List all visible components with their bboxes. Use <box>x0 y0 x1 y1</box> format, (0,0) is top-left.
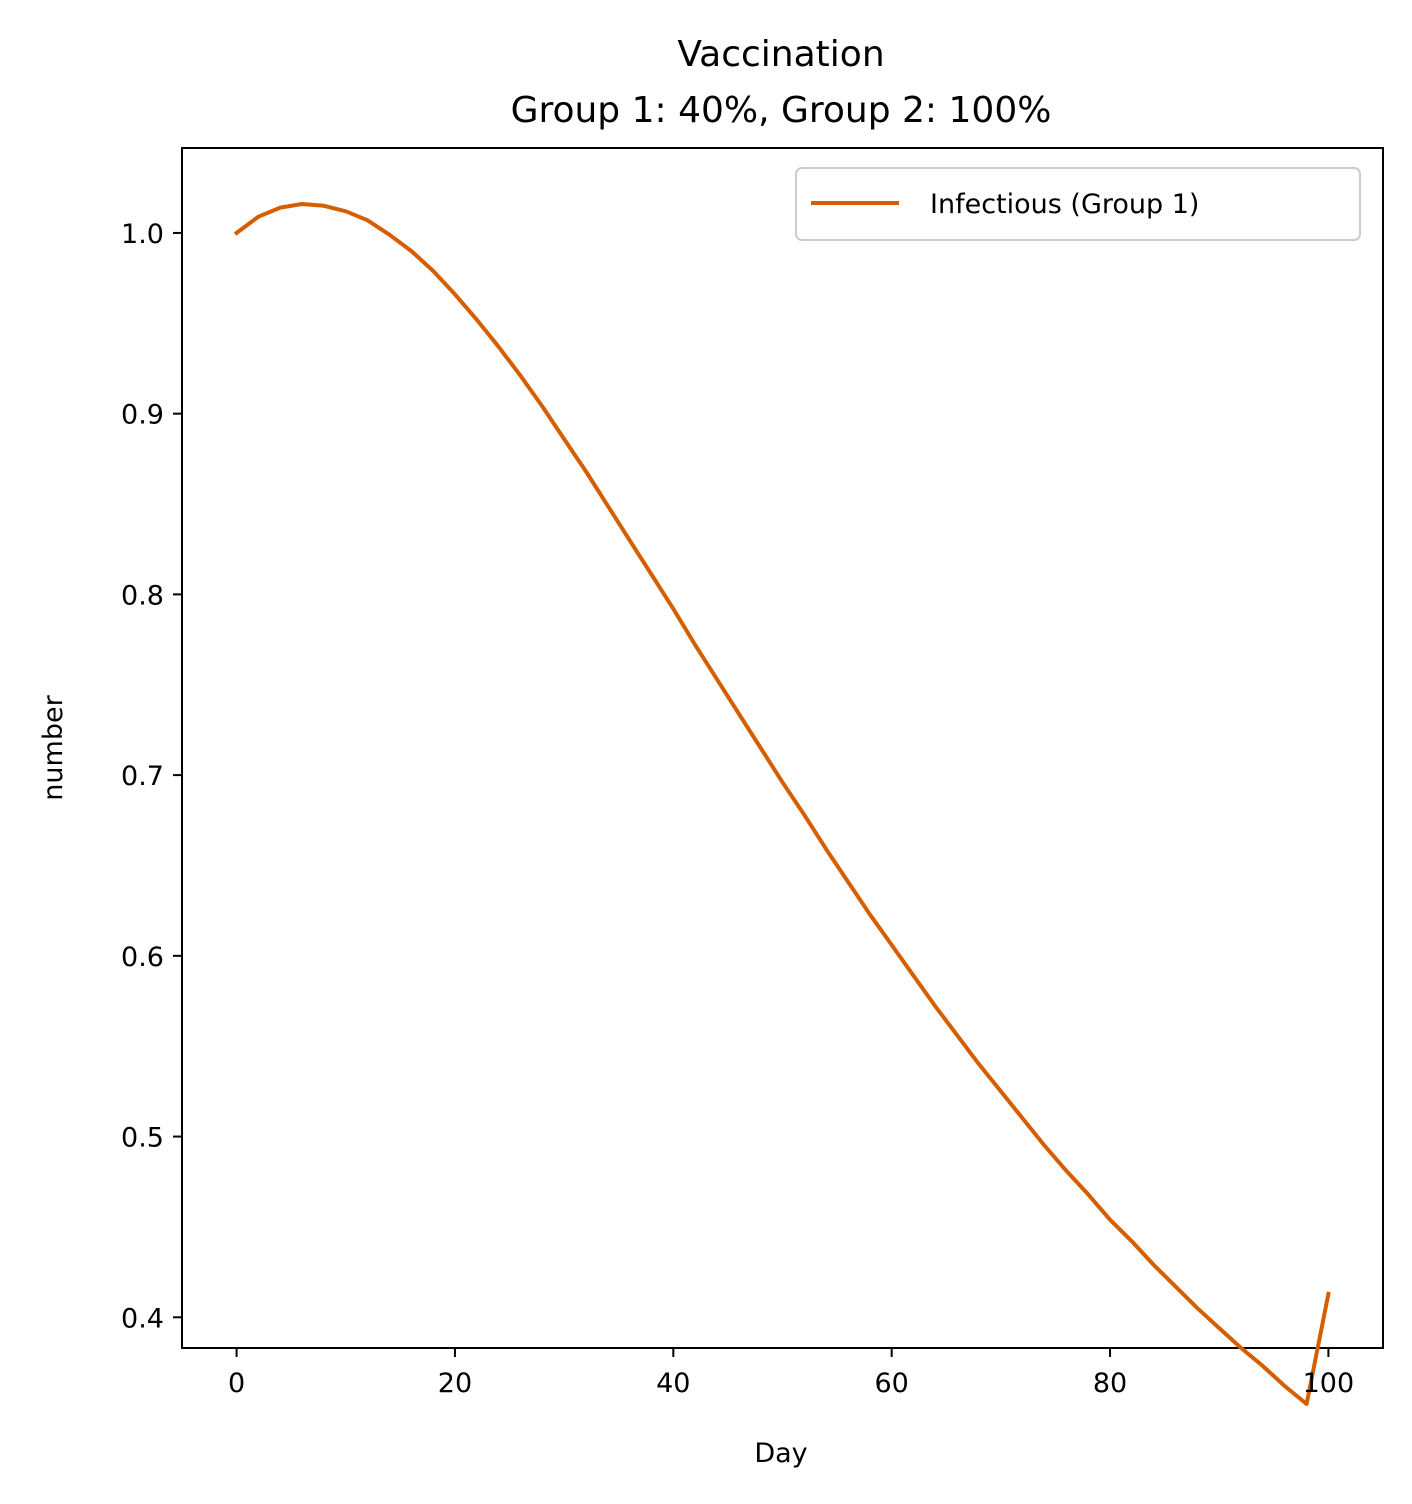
ticks-layer: 0 20 40 60 80 100 0.4 0.5 0.6 0.7 0.8 0.9 1.0 <box>121 219 1354 1399</box>
y-tick-label: 0.7 <box>121 761 164 792</box>
chart-title-group: Vaccination Group 1: 40%, Group 2: 100% <box>511 34 1052 131</box>
y-tick-label: 0.8 <box>121 580 164 611</box>
y-tick-label: 0.6 <box>121 942 164 973</box>
chart-subtitle: Group 1: 40%, Group 2: 100% <box>511 90 1052 131</box>
x-axis-label: Day <box>754 1438 807 1469</box>
legend-box <box>795 167 1361 241</box>
y-tick-label: 0.5 <box>121 1123 164 1154</box>
x-tick-label: 40 <box>656 1368 690 1399</box>
y-tick-label: 0.9 <box>121 400 164 431</box>
plot-frame <box>181 147 1384 1349</box>
x-tick-label: 100 <box>1303 1368 1355 1399</box>
y-axis-label: number <box>38 694 69 800</box>
series-line-infectious-group-1 <box>233 202 1331 1406</box>
legend: Infectious (Group 1) <box>795 167 1361 241</box>
x-tick-label: 20 <box>438 1368 472 1399</box>
chart-title: Vaccination <box>677 34 884 75</box>
x-tick-label: 60 <box>875 1368 909 1399</box>
plot-area <box>181 147 1384 1349</box>
x-tick-label: 0 <box>228 1368 245 1399</box>
legend-label-infectious-group-1: Infectious (Group 1) <box>930 189 1199 220</box>
y-tick-label: 1.0 <box>121 219 164 250</box>
x-tick-label: 80 <box>1093 1368 1127 1399</box>
series-layer <box>233 202 1331 1406</box>
y-tick-label: 0.4 <box>121 1303 164 1334</box>
